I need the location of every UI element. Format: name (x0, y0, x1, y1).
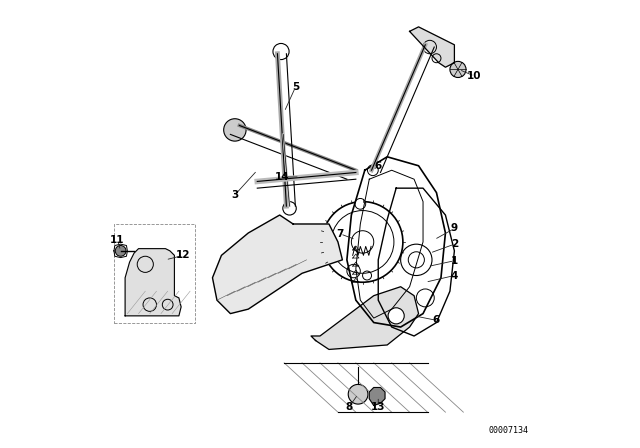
Polygon shape (369, 388, 385, 405)
Circle shape (450, 61, 466, 78)
Text: 12: 12 (176, 250, 191, 260)
Polygon shape (212, 215, 342, 314)
Text: 10: 10 (467, 71, 482, 81)
Polygon shape (311, 287, 419, 349)
Circle shape (224, 119, 246, 141)
Circle shape (115, 246, 126, 256)
Text: 6: 6 (433, 315, 440, 325)
Circle shape (367, 165, 378, 176)
Text: 13: 13 (371, 402, 385, 412)
Circle shape (355, 198, 365, 209)
Text: 4: 4 (451, 271, 458, 280)
Text: 14: 14 (275, 172, 289, 182)
Text: 11: 11 (110, 235, 125, 245)
Text: 9: 9 (451, 224, 458, 233)
Polygon shape (410, 27, 454, 67)
Circle shape (273, 43, 289, 60)
Polygon shape (125, 249, 181, 316)
Text: 00007134: 00007134 (488, 426, 528, 435)
Text: 3: 3 (231, 190, 239, 200)
Text: 1: 1 (451, 256, 458, 266)
Text: 6: 6 (374, 161, 382, 171)
Circle shape (388, 308, 404, 324)
Text: 5: 5 (292, 82, 299, 92)
Text: 8: 8 (346, 402, 353, 412)
Text: 7: 7 (337, 229, 344, 239)
Text: 2: 2 (451, 239, 458, 249)
Circle shape (283, 202, 296, 215)
Circle shape (348, 384, 368, 404)
